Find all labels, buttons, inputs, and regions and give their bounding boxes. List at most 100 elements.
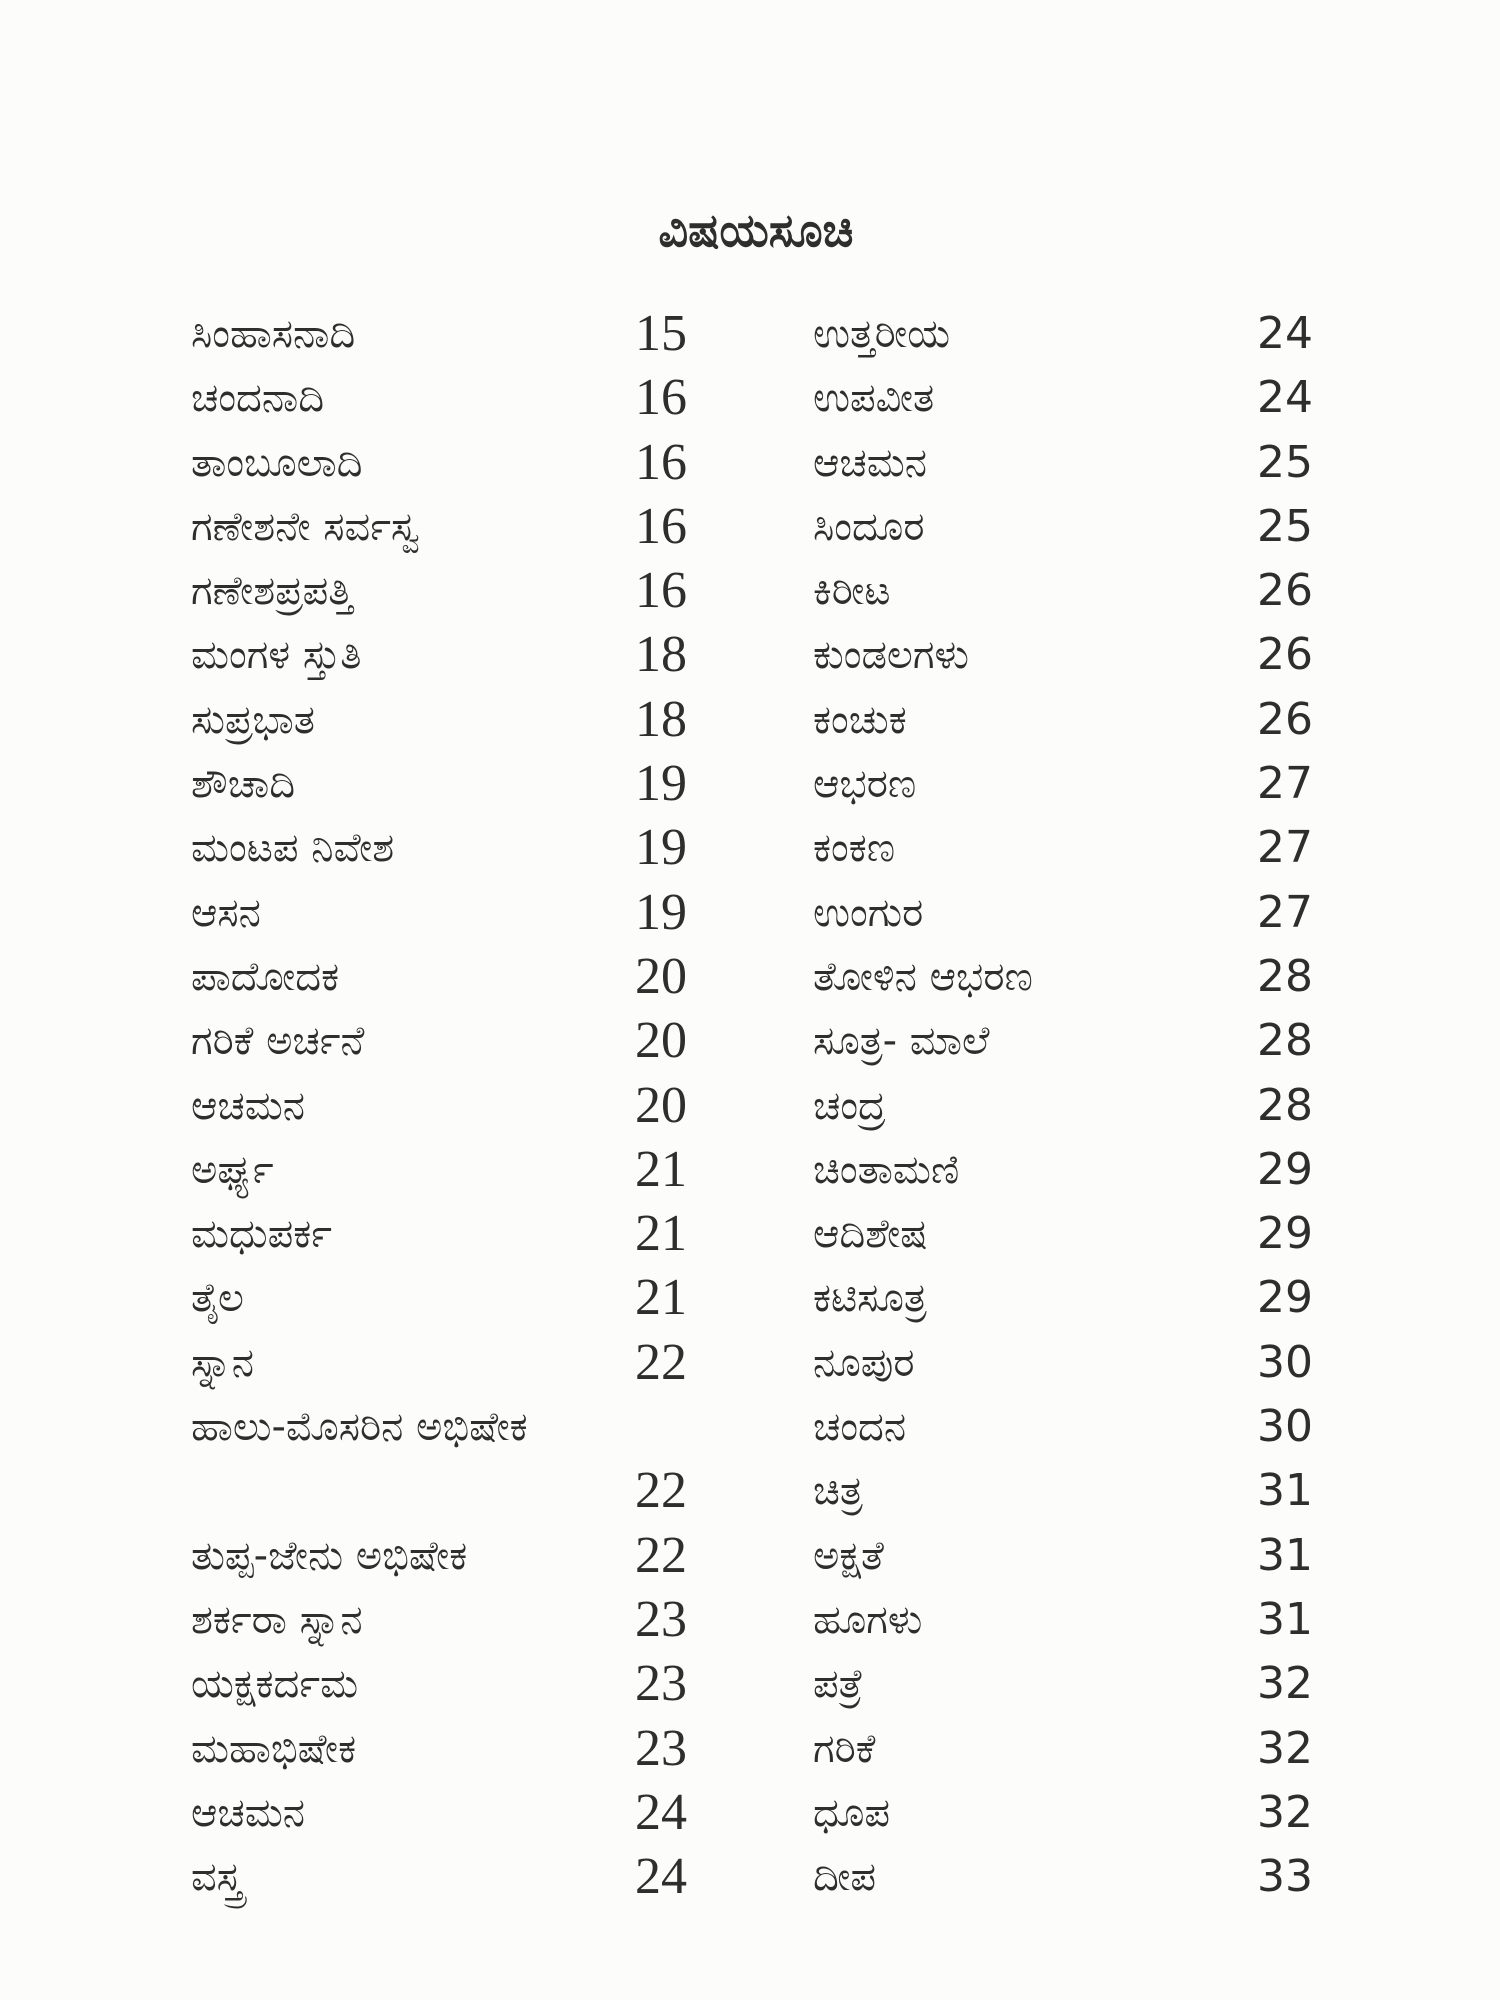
- toc-entry-page-number: 27: [1257, 886, 1313, 938]
- toc-entry-page-number: 29: [1257, 1143, 1313, 1195]
- toc-entry-title: ಸಿಂಹಾಸನಾದಿ: [191, 311, 356, 357]
- toc-entry: ಸುಪ್ರಭಾತ 18: [191, 688, 687, 752]
- toc-entry-title: ದೀಪ: [813, 1854, 876, 1901]
- toc-entry: ವಸ್ತ್ರ 24: [191, 1845, 687, 1909]
- toc-entry-title: ಸ್ನಾನ: [191, 1339, 254, 1386]
- toc-entry: ಹೂಗಳು 31: [813, 1588, 1313, 1652]
- toc-entry-title: ಶೌಚಾದಿ: [191, 761, 296, 808]
- toc-entry-page-number: 26: [1257, 565, 1313, 617]
- toc-entry-page-number: 21: [635, 1205, 687, 1263]
- toc-entry: ಚಂದ್ರ 28: [813, 1074, 1313, 1138]
- toc-entry: ತೈಲ 21: [191, 1266, 687, 1330]
- toc-entry: ಪಾದೋದಕ 20: [191, 945, 687, 1009]
- toc-entry-title: ಗಣೇಶಪ್ರಪತ್ತಿ: [191, 568, 353, 615]
- toc-entry-page-number: 20: [635, 947, 687, 1005]
- toc-entry-page-number: 24: [1257, 372, 1313, 424]
- toc-entry: ಮಧುಪರ್ಕ 21: [191, 1202, 687, 1266]
- toc-entry-page-number: 24: [635, 1783, 687, 1841]
- toc-entry-title: ತುಪ್ಪ-ಜೇನು ಅಭಿಷೇಕ: [191, 1532, 468, 1579]
- toc-entry-page-number: 24: [635, 1848, 687, 1906]
- toc-entry: ತುಪ್ಪ-ಜೇನು ಅಭಿಷೇಕ 22: [191, 1524, 687, 1588]
- toc-entry: ಸಿಂದೂರ 25: [813, 495, 1313, 559]
- toc-entry-title: ಆಚಮನ: [191, 1082, 305, 1129]
- toc-entry: ಉತ್ತರೀಯ 24: [813, 302, 1313, 366]
- toc-entry: ಆಚಮನ 25: [813, 431, 1313, 495]
- toc-entry-page-number: 33: [1257, 1851, 1313, 1903]
- toc-entry-title: ತೋಳಿನ ಆಭರಣ: [813, 953, 1033, 1000]
- toc-entry-page-number: 31: [1257, 1529, 1313, 1581]
- toc-entry-title: ಪಾದೋದಕ: [191, 953, 340, 1000]
- toc-entry: ಚಿತ್ರ 31: [813, 1459, 1313, 1523]
- toc-entry-title: ಧೂಪ: [813, 1789, 890, 1836]
- toc-entry-page-number: 16: [635, 369, 687, 427]
- toc-entry: ಆಭರಣ 27: [813, 752, 1313, 816]
- toc-entry: ಉಪವೀತ 24: [813, 366, 1313, 430]
- toc-entry: ಆಚಮನ 24: [191, 1781, 687, 1845]
- toc-entry: ಪತ್ರೆ 32: [813, 1652, 1313, 1716]
- toc-entry-title: ಮಧುಪರ್ಕ: [191, 1211, 332, 1258]
- toc-entry-page-number: 32: [1257, 1786, 1313, 1838]
- toc-entry: ಯಕ್ಷಕರ್ದಮ 23: [191, 1652, 687, 1716]
- toc-entry-page-number: 31: [1257, 1465, 1313, 1517]
- toc-entry: ಗರಿಕೆ ಅರ್ಚನೆ 20: [191, 1009, 687, 1073]
- toc-entry: ನೂಪುರ 30: [813, 1331, 1313, 1395]
- toc-left-column: ಸಿಂಹಾಸನಾದಿ 15 ಚಂದನಾದಿ 16 ತಾಂಬೂಲಾದಿ 16 ಗಣೇಶನೇ ಸ…: [191, 302, 687, 1909]
- toc-entry-page-number: 24: [1257, 308, 1313, 359]
- toc-entry-page-number: 22: [635, 1333, 687, 1391]
- toc-entry-page-number: 28: [1257, 1015, 1313, 1067]
- toc-entry-page-number: 32: [1257, 1722, 1313, 1774]
- toc-entry-title: ಆಚಮನ: [813, 439, 927, 486]
- toc-entry-title: ಚಂದ್ರ: [813, 1082, 886, 1129]
- toc-entry-page-number: 29: [1257, 1272, 1313, 1324]
- toc-entry: ಸ್ನಾನ 22: [191, 1331, 687, 1395]
- toc-entry-page-number: 23: [635, 1590, 687, 1648]
- toc-entry-page-number: 18: [635, 626, 687, 684]
- toc-entry: ಚಿಂತಾಮಣಿ 29: [813, 1138, 1313, 1202]
- toc-entry-title: ಶರ್ಕರಾ ಸ್ನಾನ: [191, 1596, 363, 1643]
- toc-entry-page-number: 25: [1257, 500, 1313, 552]
- toc-entry: ತಾಂಬೂಲಾದಿ 16: [191, 431, 687, 495]
- toc-entry-page-number: 30: [1257, 1401, 1313, 1453]
- toc-entry-title: ಕಂಕಣ: [813, 825, 896, 872]
- toc-entry-page-number: 19: [635, 755, 687, 813]
- toc-entry-page-number: 20: [635, 1076, 687, 1134]
- toc-entry-title: ಕಿರೀಟ: [813, 568, 891, 615]
- toc-entry: ಆಸನ 19: [191, 881, 687, 945]
- toc-entry: ಧೂಪ 32: [813, 1781, 1313, 1845]
- toc-entry-title: ಅಕ್ಷತೆ: [813, 1532, 884, 1579]
- toc-entry-title: ಚಿತ್ರ: [813, 1468, 863, 1515]
- toc-entry-page-number: 32: [1257, 1658, 1313, 1710]
- toc-entry-title: ಮಹಾಭಿಷೇಕ: [191, 1725, 357, 1772]
- toc-entry-title: ಗಣೇಶನೇ ಸರ್ವಸ್ವ: [191, 503, 420, 550]
- toc-entry-page-number: 27: [1257, 758, 1313, 810]
- toc-entry-title: ಗರಿಕೆ ಅರ್ಚನೆ: [191, 1018, 365, 1065]
- toc-entry-page-number: 22: [635, 1462, 687, 1520]
- toc-entry-page-number: 31: [1257, 1593, 1313, 1645]
- toc-entry-title: ಆಚಮನ: [191, 1789, 305, 1836]
- toc-entry-title: ಉಪವೀತ: [813, 375, 935, 422]
- toc-entry: ಸಿಂಹಾಸನಾದಿ 15: [191, 302, 687, 366]
- toc-entry-page-number: 29: [1257, 1208, 1313, 1260]
- toc-entry-title: ತೈಲ: [191, 1275, 244, 1322]
- toc-entry-page-number: 21: [635, 1140, 687, 1198]
- toc-entry-page-number: 20: [635, 1012, 687, 1070]
- toc-entry-page-number: 23: [635, 1655, 687, 1713]
- toc-entry-title: ಆಭರಣ: [813, 761, 917, 808]
- toc-entry: ಶೌಚಾದಿ 19: [191, 752, 687, 816]
- toc-right-column: ಉತ್ತರೀಯ 24 ಉಪವೀತ 24 ಆಚಮನ 25 ಸಿಂದೂರ 25 ಕಿರೀಟ 26 ಕುಂ…: [813, 302, 1313, 1909]
- toc-entry-page-number: 23: [635, 1719, 687, 1777]
- toc-entry-page-number: 16: [635, 497, 687, 555]
- toc-entry-page-number: 18: [635, 690, 687, 748]
- toc-entry-title: ಕುಂಡಲಗಳು: [813, 632, 969, 679]
- toc-entry: ಮಂಗಳ ಸ್ತುತಿ 18: [191, 623, 687, 687]
- toc-entry: ಚಂದನ 30: [813, 1395, 1313, 1459]
- toc-entry: ತೋಳಿನ ಆಭರಣ 28: [813, 945, 1313, 1009]
- toc-entry: ಶರ್ಕರಾ ಸ್ನಾನ 23: [191, 1588, 687, 1652]
- toc-entry-title: ಉತ್ತರೀಯ: [813, 311, 951, 357]
- toc-entry-page-number: 26: [1257, 629, 1313, 681]
- toc-entry-title: ಆದಿಶೇಷ: [813, 1211, 928, 1258]
- toc-entry-page-number: 22: [635, 1526, 687, 1584]
- toc-entry: ಕಂಚುಕ 26: [813, 688, 1313, 752]
- toc-entry: ಉಂಗುರ 27: [813, 881, 1313, 945]
- toc-entry: ಗರಿಕೆ 32: [813, 1717, 1313, 1781]
